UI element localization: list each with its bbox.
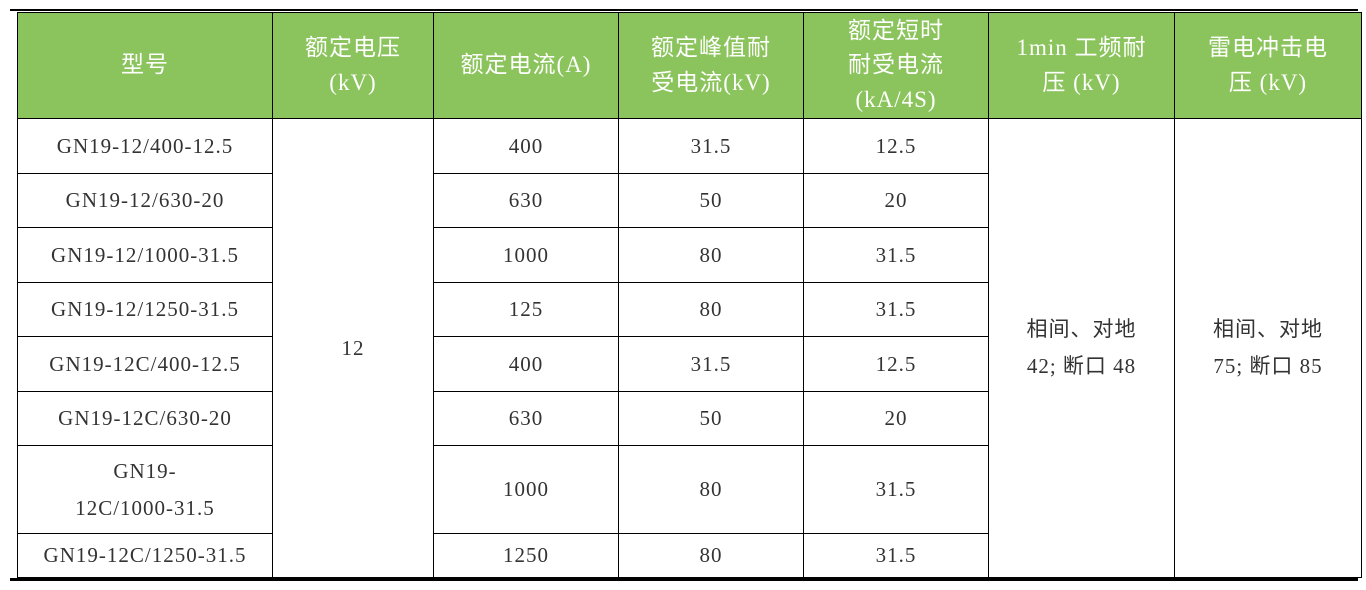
peak-current-cell: 31.5 [618,336,804,392]
model-cell: GN19-12/1250-31.5 [17,282,273,337]
model-cell: GN19-12/400-12.5 [17,118,273,174]
peak-current-cell: 80 [618,445,804,534]
column-header-power-frequency-withstand-voltage: 1min 工频耐 压 (kV) [988,12,1175,119]
short-time-current-cell: 31.5 [803,533,989,578]
table-row: GN19-12C/630-20 630 50 20 [17,391,1362,446]
current-cell: 1000 [433,445,619,534]
header-row: 型号 额定电压 (kV) 额定电流(A) 额定峰值耐 受电流(kV) 额定短时 … [17,12,1362,119]
column-header-model: 型号 [17,12,273,119]
current-cell: 630 [433,391,619,446]
lightning-impulse-merged-cell: 相间、对地 75; 断口 85 [1174,118,1362,578]
rated-voltage-merged-cell: 12 [272,118,434,578]
table-row: GN19-12/630-20 630 50 20 [17,173,1362,228]
table-bottom-rule [10,578,1358,581]
peak-current-cell: 50 [618,173,804,228]
current-cell: 125 [433,282,619,337]
model-cell: GN19-12C/400-12.5 [17,336,273,392]
column-header-short-time-withstand-current: 额定短时 耐受电流 (kA/4S) [803,12,989,119]
model-cell: GN19- 12C/1000-31.5 [17,445,273,534]
table-row: GN19-12C/400-12.5 400 31.5 12.5 [17,336,1362,392]
peak-current-cell: 50 [618,391,804,446]
table-row: GN19-12C/1250-31.5 1250 80 31.5 [17,533,1362,578]
current-cell: 630 [433,173,619,228]
column-header-peak-withstand-current: 额定峰值耐 受电流(kV) [618,12,804,119]
spec-table: 型号 额定电压 (kV) 额定电流(A) 额定峰值耐 受电流(kV) 额定短时 … [17,12,1362,578]
current-cell: 400 [433,118,619,174]
table-top-rule [10,9,1358,11]
short-time-current-cell: 31.5 [803,282,989,337]
short-time-current-cell: 12.5 [803,336,989,392]
short-time-current-cell: 31.5 [803,227,989,283]
peak-current-cell: 80 [618,227,804,283]
column-header-rated-current: 额定电流(A) [433,12,619,119]
model-cell: GN19-12/630-20 [17,173,273,228]
peak-current-cell: 31.5 [618,118,804,174]
column-header-lightning-impulse-voltage: 雷电冲击电 压 (kV) [1174,12,1362,119]
model-cell: GN19-12/1000-31.5 [17,227,273,283]
short-time-current-cell: 20 [803,173,989,228]
power-frequency-withstand-merged-cell: 相间、对地 42; 断口 48 [988,118,1175,578]
model-cell: GN19-12C/630-20 [17,391,273,446]
short-time-current-cell: 31.5 [803,445,989,534]
peak-current-cell: 80 [618,282,804,337]
short-time-current-cell: 12.5 [803,118,989,174]
current-cell: 400 [433,336,619,392]
table-row: GN19-12/1000-31.5 1000 80 31.5 [17,227,1362,283]
column-header-rated-voltage: 额定电压 (kV) [272,12,434,119]
current-cell: 1000 [433,227,619,283]
model-cell: GN19-12C/1250-31.5 [17,533,273,578]
table-row: GN19-12/400-12.5 12 400 31.5 12.5 相间、对地 … [17,118,1362,578]
current-cell: 1250 [433,533,619,578]
peak-current-cell: 80 [618,533,804,578]
short-time-current-cell: 20 [803,391,989,446]
table-row: GN19- 12C/1000-31.5 1000 80 31.5 [17,445,1362,534]
